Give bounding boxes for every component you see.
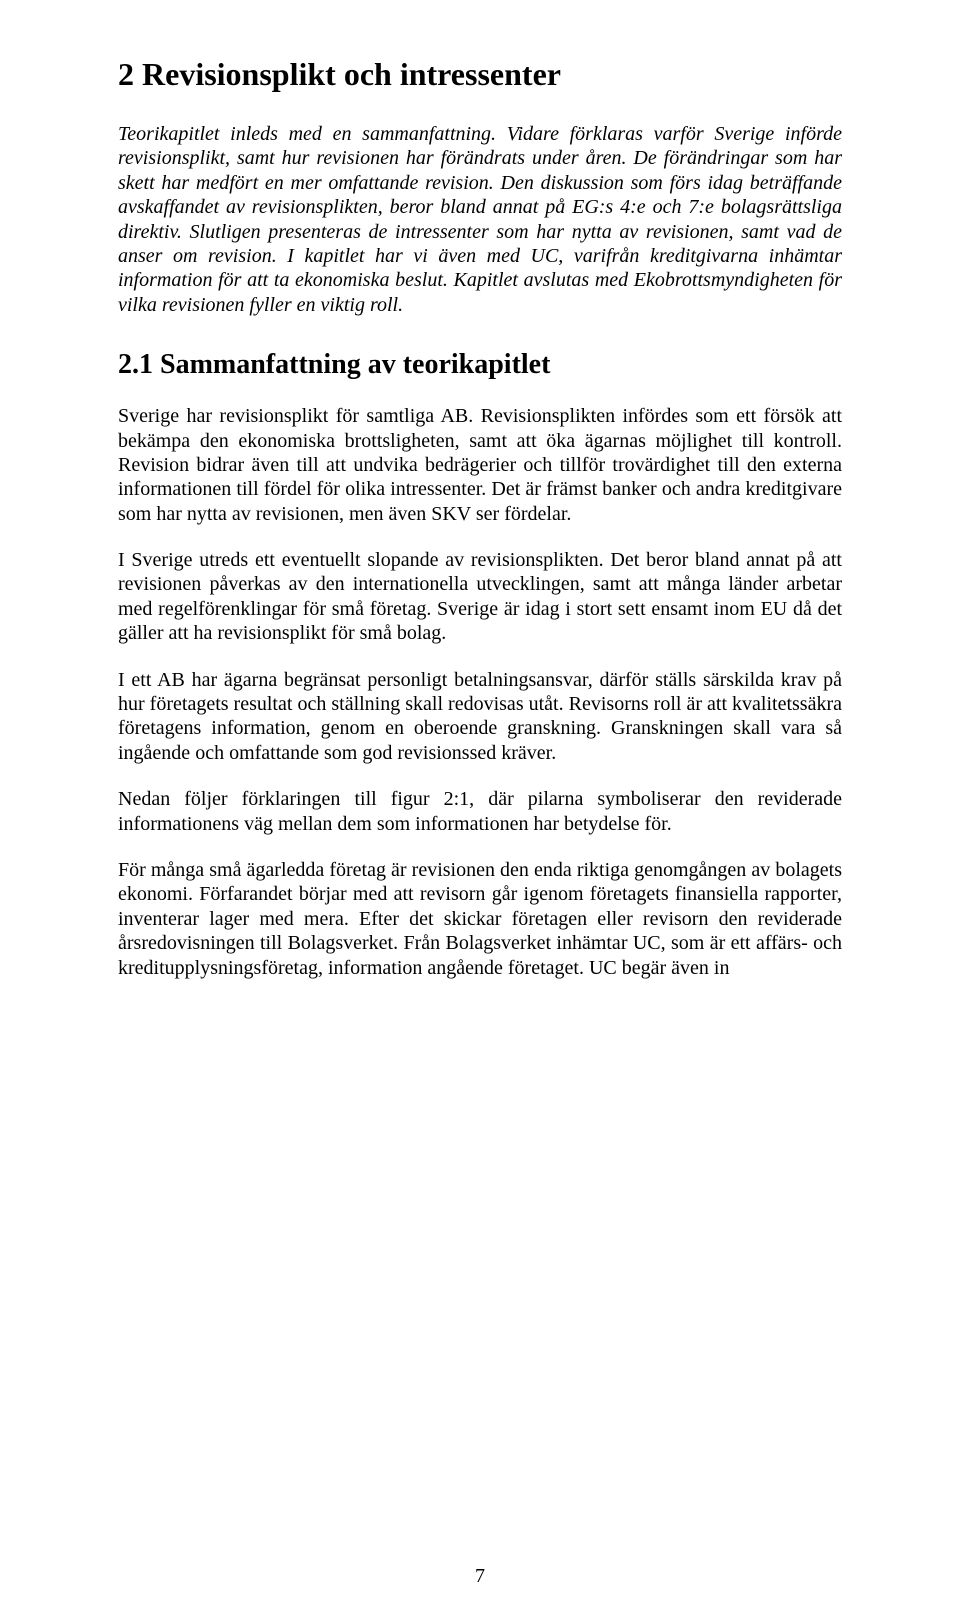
chapter-intro-paragraph: Teorikapitlet inleds med en sammanfattni…: [118, 122, 842, 317]
body-paragraph-2: I Sverige utreds ett eventuellt slopande…: [118, 548, 842, 646]
page-number: 7: [0, 1565, 960, 1588]
section-heading: 2.1 Sammanfattning av teorikapitlet: [118, 347, 842, 382]
document-page: 2 Revisionsplikt och intressenter Teorik…: [0, 0, 960, 1614]
body-paragraph-3: I ett AB har ägarna begränsat personligt…: [118, 668, 842, 766]
body-paragraph-1: Sverige har revisionsplikt för samtliga …: [118, 404, 842, 526]
body-paragraph-5: För många små ägarledda företag är revis…: [118, 858, 842, 980]
chapter-heading: 2 Revisionsplikt och intressenter: [118, 54, 842, 94]
body-paragraph-4: Nedan följer förklaringen till figur 2:1…: [118, 787, 842, 836]
